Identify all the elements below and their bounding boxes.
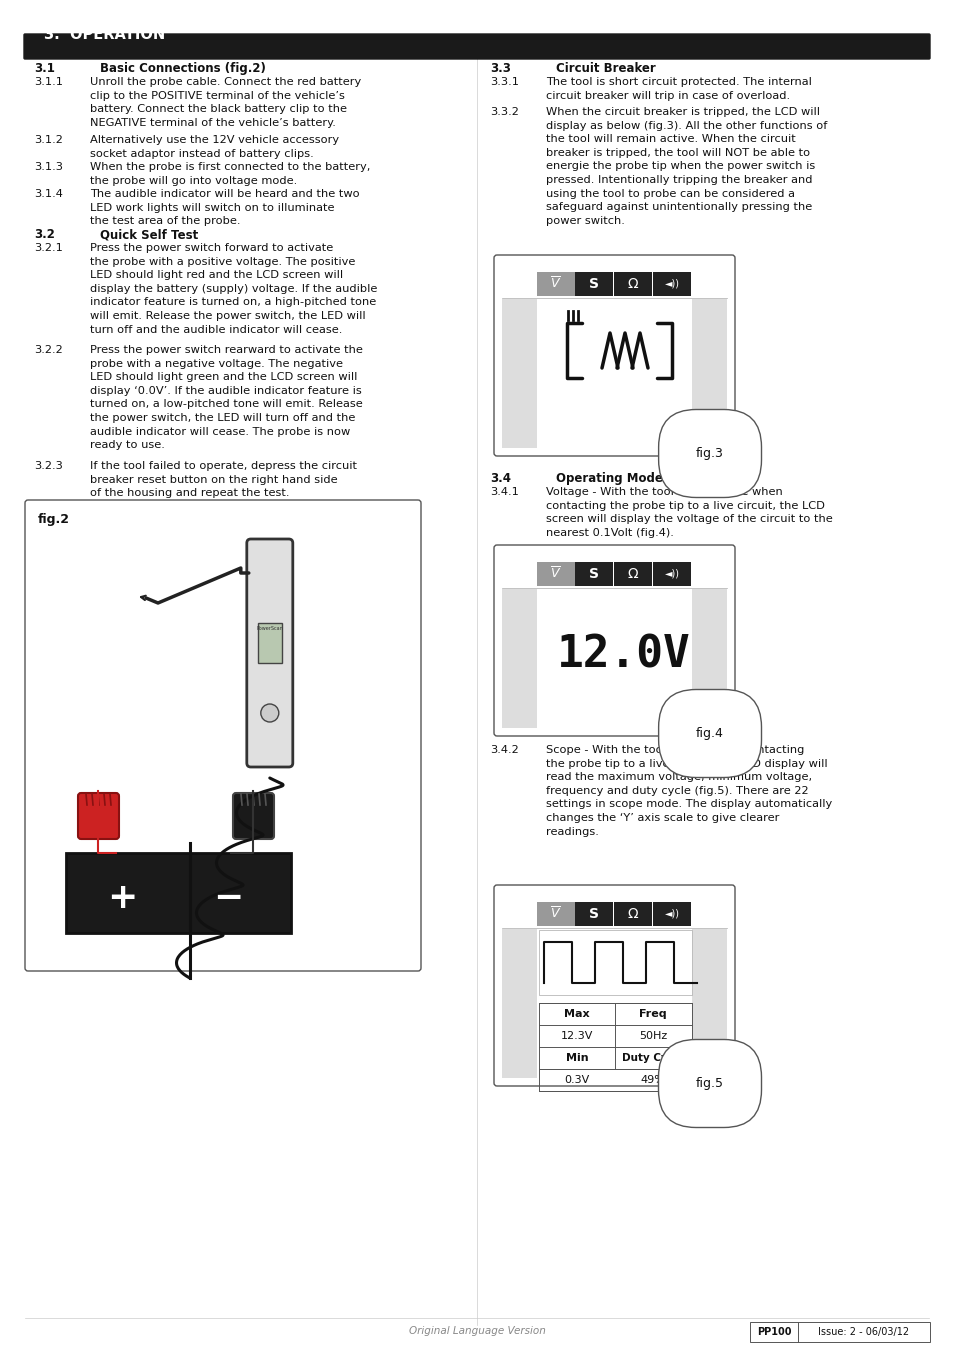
FancyBboxPatch shape	[494, 546, 734, 737]
Text: Unroll the probe cable. Connect the red battery
clip to the POSITIVE terminal of: Unroll the probe cable. Connect the red …	[90, 77, 361, 127]
Text: Scope - With the tool in this mode contacting
the probe tip to a live circuit, t: Scope - With the tool in this mode conta…	[545, 745, 831, 837]
Text: 50Hz: 50Hz	[639, 1030, 666, 1041]
Bar	[652, 562, 690, 586]
Bar	[575, 902, 613, 926]
Text: S: S	[588, 278, 598, 291]
Text: Issue: 2 - 06/03/12: Issue: 2 - 06/03/12	[818, 1327, 908, 1336]
Text: −: −	[213, 881, 243, 915]
Bar	[614, 902, 651, 926]
Text: Freq: Freq	[639, 1009, 666, 1020]
Bar	[691, 299, 726, 448]
Text: Press the power switch forward to activate
the probe with a positive voltage. Th: Press the power switch forward to activa…	[90, 242, 377, 334]
Text: fig.4: fig.4	[696, 727, 723, 741]
Bar	[614, 272, 651, 297]
Text: +: +	[107, 881, 137, 915]
Text: 49%: 49%	[639, 1075, 665, 1085]
FancyBboxPatch shape	[24, 34, 929, 60]
Text: 12.3V: 12.3V	[560, 1030, 593, 1041]
Text: 0.3V: 0.3V	[564, 1075, 589, 1085]
Text: $\overline{V}$: $\overline{V}$	[550, 566, 561, 582]
Text: The audible indicator will be heard and the two
LED work lights will switch on t: The audible indicator will be heard and …	[90, 190, 359, 226]
Text: 3.1.2: 3.1.2	[34, 135, 63, 145]
Text: When the circuit breaker is tripped, the LCD will
display as below (fig.3). All : When the circuit breaker is tripped, the…	[545, 107, 826, 226]
Bar	[537, 272, 575, 297]
Bar	[691, 929, 726, 1078]
Text: 3.2: 3.2	[34, 227, 55, 241]
FancyBboxPatch shape	[25, 500, 420, 971]
Text: 3.1.1: 3.1.1	[34, 77, 63, 87]
Text: ◄)): ◄))	[664, 909, 679, 919]
Text: Max: Max	[563, 1009, 589, 1020]
FancyBboxPatch shape	[78, 793, 119, 839]
Bar	[537, 902, 575, 926]
FancyBboxPatch shape	[233, 793, 274, 839]
FancyBboxPatch shape	[494, 255, 734, 456]
Text: Voltage - With the tool in this mode when
contacting the probe tip to a live cir: Voltage - With the tool in this mode whe…	[545, 487, 832, 538]
Text: 3.4.2: 3.4.2	[490, 745, 518, 756]
Bar	[691, 589, 726, 728]
Text: Press the power switch rearward to activate the
probe with a negative voltage. T: Press the power switch rearward to activ…	[90, 345, 362, 450]
Text: $\overline{V}$: $\overline{V}$	[550, 906, 561, 922]
Text: 3.3: 3.3	[490, 62, 511, 74]
Bar	[575, 562, 613, 586]
Text: 3.1.3: 3.1.3	[34, 162, 63, 172]
Text: PP100: PP100	[756, 1327, 790, 1336]
Bar	[501, 589, 537, 728]
Bar	[538, 1070, 691, 1091]
Bar	[538, 1003, 691, 1070]
Text: fig.3: fig.3	[696, 447, 723, 460]
Text: Original Language Version: Original Language Version	[408, 1326, 545, 1336]
Text: 3.4.1: 3.4.1	[490, 487, 518, 497]
Text: Circuit Breaker: Circuit Breaker	[556, 62, 655, 74]
Text: $\overline{V}$: $\overline{V}$	[550, 276, 561, 291]
Text: Quick Self Test: Quick Self Test	[100, 227, 198, 241]
Text: Ω: Ω	[627, 278, 638, 291]
Bar	[257, 623, 281, 663]
Text: Basic Connections (fig.2): Basic Connections (fig.2)	[100, 62, 266, 74]
Text: S: S	[588, 567, 598, 581]
Text: Operating Modes: Operating Modes	[556, 473, 669, 485]
Text: ◄)): ◄))	[664, 279, 679, 288]
Text: S: S	[588, 907, 598, 921]
Text: Ω: Ω	[627, 567, 638, 581]
Bar	[614, 562, 651, 586]
Text: fig.2: fig.2	[38, 513, 70, 525]
Text: 3.2.2: 3.2.2	[34, 345, 63, 355]
Bar	[575, 272, 613, 297]
Bar	[501, 299, 537, 448]
Bar	[538, 930, 691, 995]
Text: ◄)): ◄))	[664, 569, 679, 580]
Text: Ω: Ω	[627, 907, 638, 921]
Text: fig.5: fig.5	[696, 1076, 723, 1090]
FancyBboxPatch shape	[494, 886, 734, 1086]
Bar	[652, 272, 690, 297]
Text: 3.  OPERATION: 3. OPERATION	[44, 27, 165, 42]
Text: 3.3.2: 3.3.2	[490, 107, 518, 116]
Text: Min: Min	[565, 1053, 588, 1063]
Text: 3.2.3: 3.2.3	[34, 460, 63, 471]
Text: 3.3.1: 3.3.1	[490, 77, 518, 87]
Text: 3.4: 3.4	[490, 473, 511, 485]
Text: 12.0V: 12.0V	[557, 634, 690, 677]
Circle shape	[260, 704, 278, 722]
Text: When the probe is first connected to the battery,
the probe will go into voltage: When the probe is first connected to the…	[90, 162, 370, 185]
Text: 3.1: 3.1	[34, 62, 55, 74]
Bar	[501, 929, 537, 1078]
Bar	[749, 1322, 929, 1342]
Bar	[66, 853, 291, 933]
Bar	[537, 562, 575, 586]
Text: The tool is short circuit protected. The internal
circuit breaker will trip in c: The tool is short circuit protected. The…	[545, 77, 811, 100]
Text: PowerScan: PowerScan	[256, 626, 283, 631]
Text: 3.1.4: 3.1.4	[34, 190, 63, 199]
Text: If the tool failed to operate, depress the circuit
breaker reset button on the r: If the tool failed to operate, depress t…	[90, 460, 356, 498]
Text: Duty Cycle: Duty Cycle	[621, 1053, 683, 1063]
Bar	[652, 902, 690, 926]
Text: 3.2.1: 3.2.1	[34, 242, 63, 253]
Text: Alternatively use the 12V vehicle accessory
socket adaptor instead of battery cl: Alternatively use the 12V vehicle access…	[90, 135, 338, 158]
FancyBboxPatch shape	[247, 539, 293, 766]
